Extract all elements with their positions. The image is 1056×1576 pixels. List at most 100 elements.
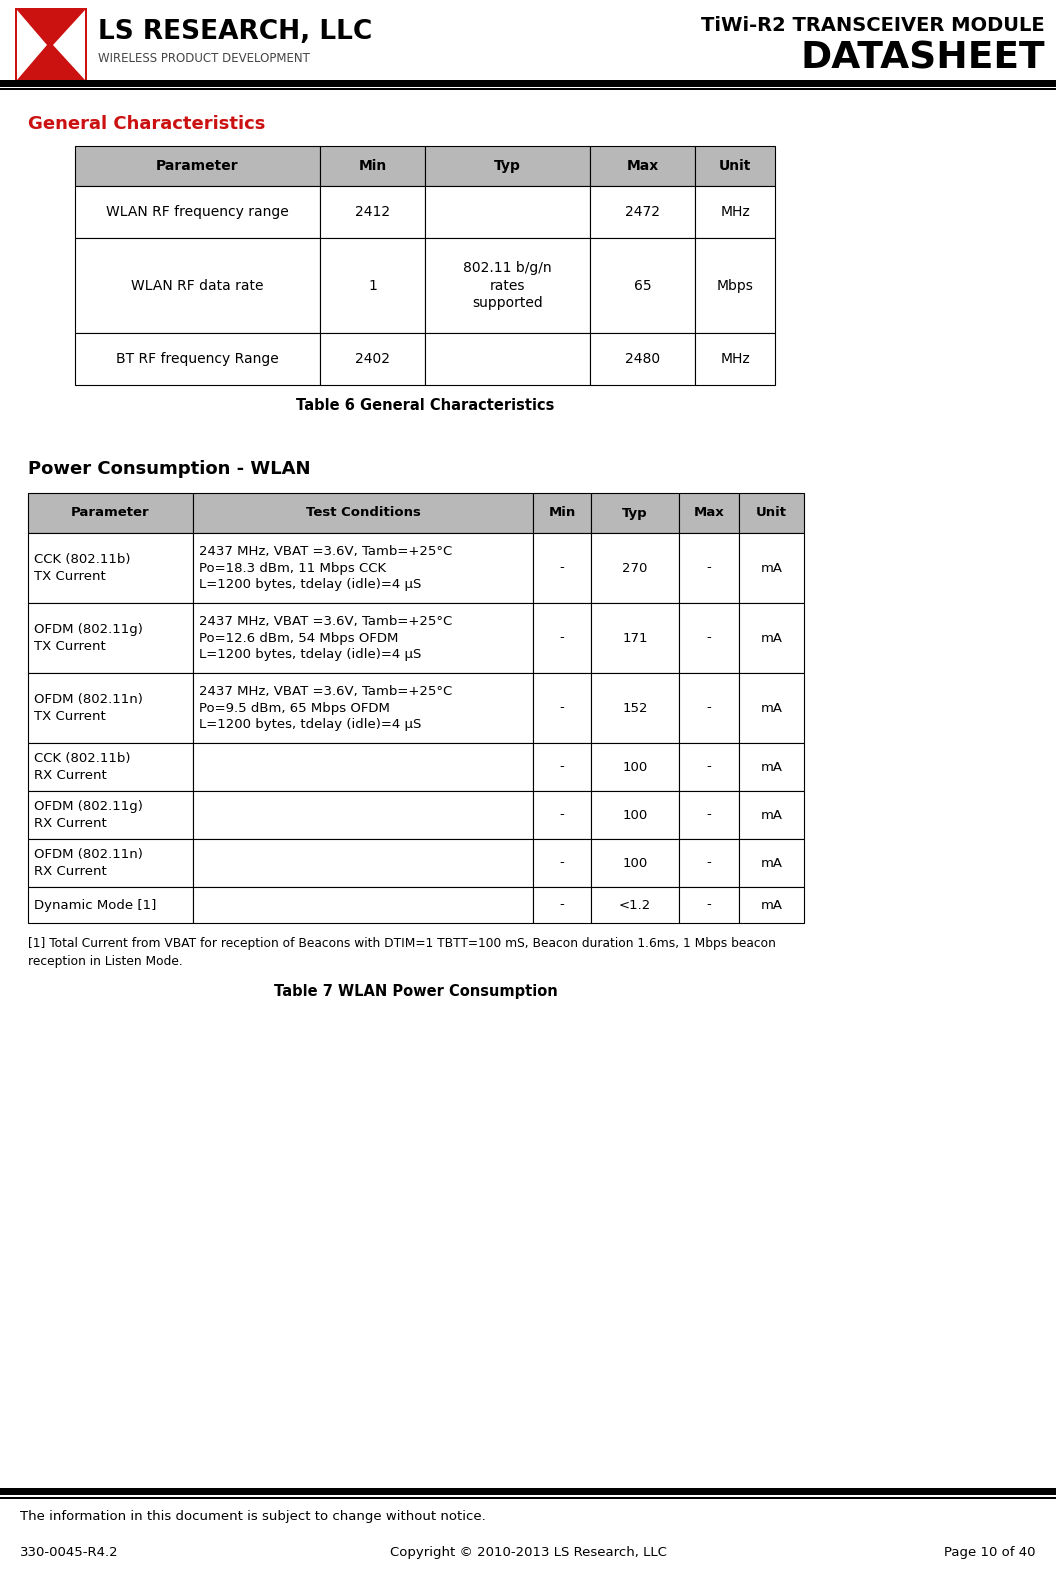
Text: Dynamic Mode [1]: Dynamic Mode [1] [34,898,156,911]
Bar [0,80,1056,87]
Bar [591,604,679,673]
Bar [679,533,739,604]
Bar [739,838,804,887]
Bar [320,147,425,186]
Text: WLAN RF data rate: WLAN RF data rate [131,279,264,293]
Text: Unit: Unit [756,506,787,520]
Text: MHz: MHz [720,351,750,366]
Bar [679,887,739,924]
Text: -: - [560,808,564,821]
Bar [739,887,804,924]
Text: General Characteristics: General Characteristics [29,115,265,132]
Text: MHz: MHz [720,205,750,219]
Text: Page 10 of 40: Page 10 of 40 [944,1546,1036,1559]
Bar [29,838,193,887]
Bar [425,238,590,333]
Bar [533,838,591,887]
Text: Power Consumption - WLAN: Power Consumption - WLAN [29,460,310,478]
Bar [425,147,590,186]
Text: OFDM (802.11g)
TX Current: OFDM (802.11g) TX Current [34,623,143,652]
Text: Max: Max [694,506,724,520]
Text: 100: 100 [622,856,647,870]
Bar [533,533,591,604]
Text: Typ: Typ [494,159,521,173]
Text: 2480: 2480 [625,351,660,366]
Bar [425,333,590,385]
Text: Mbps: Mbps [717,279,753,293]
Text: -: - [706,898,712,911]
Bar [533,604,591,673]
Bar [15,8,87,82]
Text: 2472: 2472 [625,205,660,219]
Text: 1: 1 [369,279,377,293]
Text: CCK (802.11b)
TX Current: CCK (802.11b) TX Current [34,553,131,583]
Bar [75,333,320,385]
Bar [591,887,679,924]
Text: 2437 MHz, VBAT =3.6V, Tamb=+25°C
Po=9.5 dBm, 65 Mbps OFDM
L=1200 bytes, tdelay (: 2437 MHz, VBAT =3.6V, Tamb=+25°C Po=9.5 … [199,686,452,731]
Bar [0,1497,1056,1499]
Text: 2437 MHz, VBAT =3.6V, Tamb=+25°C
Po=12.6 dBm, 54 Mbps OFDM
L=1200 bytes, tdelay : 2437 MHz, VBAT =3.6V, Tamb=+25°C Po=12.6… [199,615,452,660]
Bar [739,673,804,742]
Bar [29,493,193,533]
Text: 2437 MHz, VBAT =3.6V, Tamb=+25°C
Po=18.3 dBm, 11 Mbps CCK
L=1200 bytes, tdelay (: 2437 MHz, VBAT =3.6V, Tamb=+25°C Po=18.3… [199,545,452,591]
Bar [75,238,320,333]
Text: Copyright © 2010-2013 LS Research, LLC: Copyright © 2010-2013 LS Research, LLC [390,1546,666,1559]
Text: WLAN RF frequency range: WLAN RF frequency range [106,205,289,219]
Bar [695,186,775,238]
Bar [679,742,739,791]
Text: 330-0045-R4.2: 330-0045-R4.2 [20,1546,118,1559]
Bar [591,838,679,887]
Text: OFDM (802.11n)
RX Current: OFDM (802.11n) RX Current [34,848,143,878]
Text: TiWi-R2 TRANSCEIVER MODULE: TiWi-R2 TRANSCEIVER MODULE [701,16,1045,35]
Bar [591,742,679,791]
Bar [193,493,533,533]
Bar [320,238,425,333]
Bar [0,88,1056,90]
Bar [0,0,1056,90]
Text: 270: 270 [622,561,647,575]
Text: BT RF frequency Range: BT RF frequency Range [116,351,279,366]
Bar [29,887,193,924]
Text: WIRELESS PRODUCT DEVELOPMENT: WIRELESS PRODUCT DEVELOPMENT [98,52,309,65]
Bar [679,673,739,742]
Bar [425,186,590,238]
Text: mA: mA [760,761,782,774]
Bar [591,791,679,838]
Text: mA: mA [760,632,782,645]
Bar [679,493,739,533]
Text: 171: 171 [622,632,647,645]
Text: Unit: Unit [719,159,751,173]
Text: Min: Min [548,506,576,520]
Bar [193,887,533,924]
Bar [75,186,320,238]
Text: Parameter: Parameter [71,506,150,520]
Bar [739,791,804,838]
Polygon shape [53,9,84,80]
Text: 802.11 b/g/n
rates
supported: 802.11 b/g/n rates supported [464,260,552,310]
Bar [591,673,679,742]
Text: Test Conditions: Test Conditions [305,506,420,520]
Text: -: - [560,701,564,714]
Bar [29,604,193,673]
Bar [679,838,739,887]
Bar [590,238,695,333]
Text: mA: mA [760,561,782,575]
Text: OFDM (802.11n)
TX Current: OFDM (802.11n) TX Current [34,693,143,723]
Bar [193,791,533,838]
Text: CCK (802.11b)
RX Current: CCK (802.11b) RX Current [34,752,131,782]
Bar [533,673,591,742]
Text: -: - [706,856,712,870]
Bar [320,186,425,238]
Text: mA: mA [760,898,782,911]
Text: mA: mA [760,856,782,870]
Text: Typ: Typ [622,506,647,520]
Text: Max: Max [626,159,659,173]
Bar [533,742,591,791]
Text: [1] Total Current from VBAT for reception of Beacons with DTIM=1 TBTT=100 mS, Be: [1] Total Current from VBAT for receptio… [29,938,776,968]
Text: -: - [706,701,712,714]
Bar [29,742,193,791]
Bar [533,791,591,838]
Text: <1.2: <1.2 [619,898,652,911]
Text: 65: 65 [634,279,652,293]
Text: -: - [706,761,712,774]
